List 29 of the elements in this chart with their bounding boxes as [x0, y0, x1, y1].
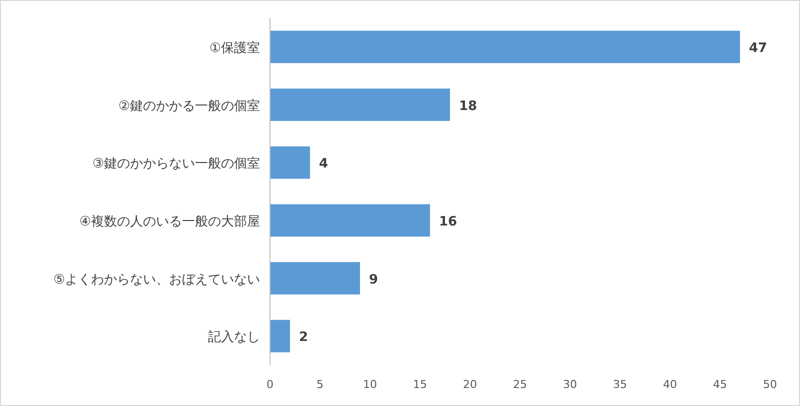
x-tick-label: 0: [266, 378, 274, 391]
x-tick-label: 30: [563, 378, 577, 391]
x-tick-label: 15: [413, 378, 427, 391]
x-tick-label: 40: [663, 378, 677, 391]
y-tick-label: ③鍵のかからない一般の個室: [92, 156, 260, 172]
x-tick-label: 25: [513, 378, 527, 391]
x-tick-label: 10: [363, 378, 377, 391]
bar: [270, 30, 740, 64]
data-label: 47: [749, 40, 768, 56]
y-tick-label: 記入なし: [208, 330, 260, 346]
x-tick-label: 45: [713, 378, 727, 391]
data-label: 4: [319, 156, 328, 172]
bar: [270, 320, 290, 352]
y-tick-label: ④複数の人のいる一般の大部屋: [79, 214, 260, 230]
y-tick-label: ②鍵のかかる一般の個室: [118, 98, 260, 114]
x-tick-label: 35: [613, 378, 627, 391]
x-tick-label: 5: [316, 378, 324, 391]
y-tick-label: ①保護室: [209, 40, 260, 56]
bar: [270, 262, 360, 294]
data-label: 16: [439, 214, 458, 230]
x-tick-label: 50: [763, 378, 777, 391]
bar: [270, 146, 310, 179]
x-tick-label: 20: [463, 378, 477, 391]
bar: [270, 88, 450, 121]
data-label: 2: [299, 330, 308, 346]
data-label: 9: [369, 272, 378, 288]
data-label: 18: [459, 98, 478, 114]
bar: [270, 204, 430, 237]
y-tick-label: ⑤よくわからない、おぼえていない: [53, 272, 260, 288]
